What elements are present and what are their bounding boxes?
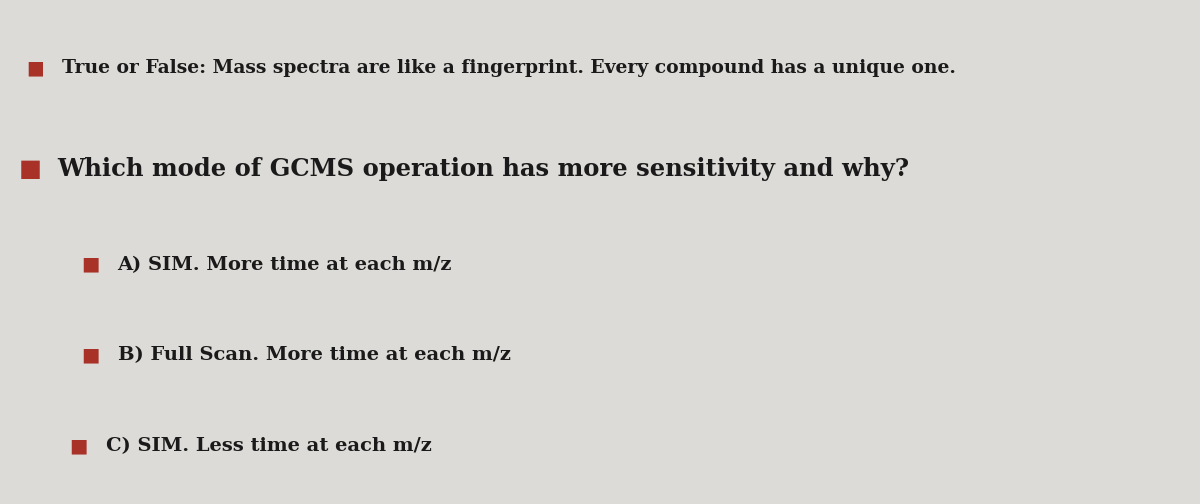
Text: B) Full Scan. More time at each m/z: B) Full Scan. More time at each m/z [118,346,510,364]
Text: Which mode of GCMS operation has more sensitivity and why?: Which mode of GCMS operation has more se… [58,157,910,181]
Text: ■: ■ [19,157,42,181]
Text: ■: ■ [82,346,100,364]
Text: A) SIM. More time at each m/z: A) SIM. More time at each m/z [118,256,452,274]
Text: True or False: Mass spectra are like a fingerprint. Every compound has a unique : True or False: Mass spectra are like a f… [62,59,956,77]
Text: ■: ■ [82,256,100,274]
Text: ■: ■ [26,59,44,77]
Text: ■: ■ [70,437,88,455]
Text: C) SIM. Less time at each m/z: C) SIM. Less time at each m/z [106,437,431,455]
